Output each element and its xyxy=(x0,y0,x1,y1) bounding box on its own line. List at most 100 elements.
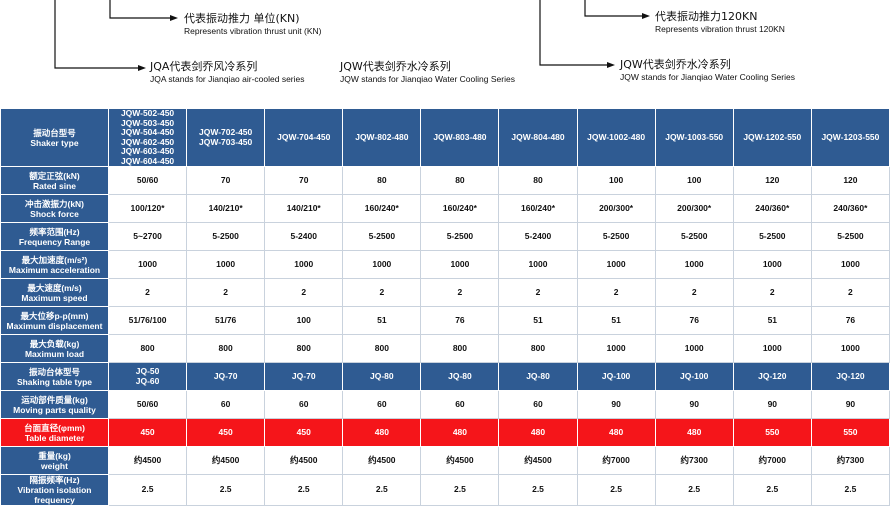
row-label: 最大负载(kg) Maximum load xyxy=(0,334,109,363)
table-cell: 2.5 xyxy=(420,474,500,506)
table-cell: 1000 xyxy=(264,250,344,279)
table-cell: 1000 xyxy=(732,250,812,279)
table-cell: 450 xyxy=(107,418,188,447)
table-cell: JQ-100 xyxy=(576,362,656,391)
table-cell: 800 xyxy=(107,334,188,363)
table-cell: 1000 xyxy=(576,334,656,363)
annotation-zh: JQW代表剑乔水冷系列 xyxy=(620,58,731,71)
annotation-en: Represents vibration thrust 120KN xyxy=(655,24,785,34)
table-cell: 800 xyxy=(186,334,266,363)
table-cell: 2.5 xyxy=(576,474,656,506)
table-cell: 76 xyxy=(810,306,890,335)
table-cell: 2.5 xyxy=(264,474,344,506)
table-cell: 51 xyxy=(576,306,656,335)
row-label-en: Maximum load xyxy=(24,348,85,359)
row-label-zh: 最大负载(kg) xyxy=(29,338,80,349)
table-cell: JQW-1003-550 xyxy=(654,108,734,167)
row-label-zh: 重量(kg) xyxy=(38,450,71,461)
table-cell: 约4500 xyxy=(107,446,188,475)
annotation-en: Represents vibration thrust unit (KN) xyxy=(184,26,322,36)
table-cell: 60 xyxy=(186,390,266,419)
table-cell: 800 xyxy=(264,334,344,363)
spec-table: 振动台型号 Shaker type JQW-502-450 JQW-503-450 … xyxy=(0,108,890,506)
row-label-en: Moving parts quality xyxy=(13,404,96,415)
table-cell: JQ-120 xyxy=(810,362,890,391)
table-cell: 50/60 xyxy=(107,390,188,419)
table-cell: JQW-1203-550 xyxy=(810,108,890,167)
table-row: 振动台型号 Shaker type JQW-502-450 JQW-503-450 … xyxy=(0,108,890,167)
annotation: 代表振动推力120KN Represents vibration thrust 1… xyxy=(655,11,785,35)
row-label-zh: 振动台体型号 xyxy=(28,366,80,377)
table-cell: 约4500 xyxy=(498,446,578,475)
table-cell: 2 xyxy=(654,278,734,307)
row-label-zh: 最大加速度(m/s²) xyxy=(21,254,88,265)
table-cell: 2.5 xyxy=(810,474,890,506)
row-label-en: Table diameter xyxy=(24,432,85,443)
table-cell: JQ-100 xyxy=(654,362,734,391)
table-cell: 480 xyxy=(498,418,578,447)
table-cell: JQW-502-450 JQW-503-450 JQW-504-450 JQW-… xyxy=(107,108,188,167)
row-label: 最大位移p-p(mm) Maximum displacement xyxy=(0,306,109,335)
annotation-en: JQW stands for Jianqiao Water Cooling Se… xyxy=(620,72,795,82)
row-label: 频率范围(Hz) Frequency Range xyxy=(0,222,109,251)
annotation: JQA代表剑乔风冷系列 JQA stands for Jianqiao air-c… xyxy=(150,61,305,85)
table-cell: 51 xyxy=(498,306,578,335)
table-cell: JQ-80 xyxy=(420,362,500,391)
table-row: 最大负载(kg) Maximum load 800 800 800 800 800 800 10… xyxy=(0,334,890,363)
row-label-en: Rated sine xyxy=(33,180,76,191)
row-label-zh: 台面直径(φmm) xyxy=(24,422,85,433)
table-cell: 800 xyxy=(420,334,500,363)
table-cell: 2 xyxy=(810,278,890,307)
table-row: 频率范围(Hz) Frequency Range 5~2700 5-2500 5-240… xyxy=(0,222,890,251)
table-cell: 5-2500 xyxy=(576,222,656,251)
table-row: 额定正弦(kN) Rated sine 50/60 70 70 80 80 80 100 100 1… xyxy=(0,166,890,195)
table-cell: 5-2500 xyxy=(654,222,734,251)
table-cell: 约7000 xyxy=(732,446,812,475)
table-cell: 5-2400 xyxy=(498,222,578,251)
row-label: 重量(kg) weight xyxy=(0,446,109,475)
row-label-en: Maximum displacement xyxy=(6,320,103,331)
table-cell: 90 xyxy=(732,390,812,419)
table-row: 隔振频率(Hz) Vibration isolation frequency 2.5… xyxy=(0,474,890,506)
table-cell: 5-2500 xyxy=(732,222,812,251)
row-label-zh: 振动台型号 xyxy=(33,127,76,138)
table-cell: 60 xyxy=(342,390,422,419)
table-cell: 约7300 xyxy=(654,446,734,475)
table-row: 振动台体型号 Shaking table type JQ-50 JQ-60 JQ-70… xyxy=(0,362,890,391)
row-label-zh: 最大速度(m/s) xyxy=(27,282,82,293)
table-cell: JQW-803-480 xyxy=(420,108,500,167)
table-cell: 800 xyxy=(498,334,578,363)
annotation: 代表振动推力 单位(KN) Represents vibration thrust… xyxy=(184,13,321,37)
table-cell: 约4500 xyxy=(420,446,500,475)
row-label-en: weight xyxy=(41,460,68,471)
table-cell: 240/360* xyxy=(732,194,812,223)
table-cell: 90 xyxy=(576,390,656,419)
table-cell: JQ-120 xyxy=(732,362,812,391)
table-cell: 2 xyxy=(498,278,578,307)
row-label: 冲击激振力(kN) Shock force xyxy=(0,194,109,223)
row-label-en: Shaking table type xyxy=(16,376,93,387)
row-label: 振动台型号 Shaker type xyxy=(0,108,109,167)
row-label-en: Shock force xyxy=(30,208,79,219)
table-cell: 1000 xyxy=(498,250,578,279)
row-label: 运动部件质量(kg) Moving parts quality xyxy=(0,390,109,419)
table-cell: 5-2500 xyxy=(186,222,266,251)
table-cell: 1000 xyxy=(107,250,188,279)
table-cell: 120 xyxy=(810,166,890,195)
table-cell: 140/210* xyxy=(186,194,266,223)
table-cell: 100 xyxy=(576,166,656,195)
table-cell: 120 xyxy=(732,166,812,195)
annotation: JQW代表剑乔水冷系列 JQW stands for Jianqiao Water… xyxy=(340,61,515,85)
table-cell: 76 xyxy=(420,306,500,335)
row-label: 隔振频率(Hz) Vibration isolation frequency xyxy=(0,474,109,506)
table-cell: 480 xyxy=(654,418,734,447)
table-cell: 5-2500 xyxy=(342,222,422,251)
table-cell: 2.5 xyxy=(107,474,188,506)
table-cell: 140/210* xyxy=(264,194,344,223)
table-cell: 160/240* xyxy=(498,194,578,223)
table-cell: 51/76 xyxy=(186,306,266,335)
table-cell: 60 xyxy=(498,390,578,419)
table-cell: 2 xyxy=(107,278,188,307)
row-label-zh: 最大位移p-p(mm) xyxy=(20,310,89,321)
annotation: JQW代表剑乔水冷系列 JQW stands for Jianqiao Water… xyxy=(620,59,795,83)
